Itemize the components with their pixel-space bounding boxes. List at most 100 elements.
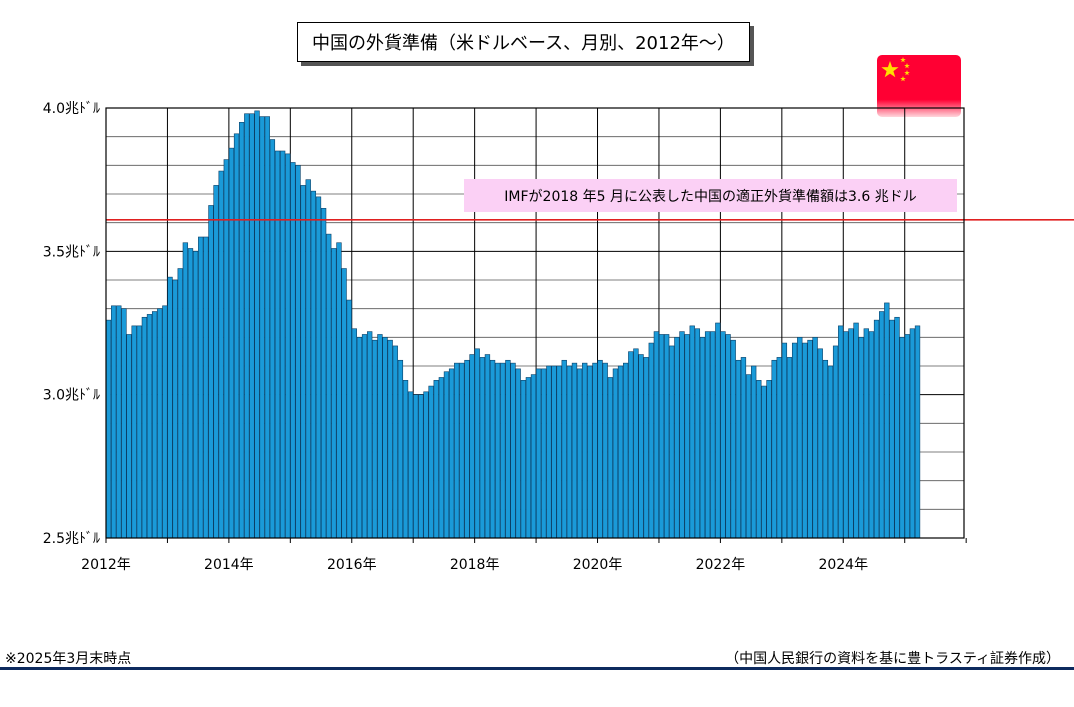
y-tick-label: 4.0兆ﾄﾞﾙ (43, 101, 100, 117)
bar (904, 334, 910, 539)
bar (126, 334, 132, 539)
bar (315, 196, 322, 539)
bar (566, 365, 573, 539)
bar (592, 362, 598, 539)
bar (438, 377, 445, 539)
bar (336, 242, 342, 539)
bar (285, 153, 291, 539)
bar (745, 374, 752, 539)
bar (520, 380, 526, 539)
footnote: ※2025年3月末時点 (5, 651, 132, 667)
bar (756, 380, 762, 539)
bar (111, 305, 117, 539)
bar (167, 276, 173, 539)
bar (254, 110, 260, 539)
bar (264, 116, 270, 539)
bar (151, 311, 158, 539)
bar (694, 328, 701, 539)
bar (146, 314, 153, 539)
bar (448, 368, 455, 539)
bar (776, 357, 782, 539)
bar (382, 337, 388, 539)
x-tick-label: 2014年 (204, 557, 254, 573)
bar (218, 170, 224, 539)
x-tick-label: 2016年 (327, 557, 377, 573)
bar (633, 348, 639, 539)
bar (402, 380, 409, 539)
bar (500, 362, 506, 539)
bar (607, 377, 613, 539)
bar (556, 365, 562, 539)
x-tick-label: 2022年 (696, 557, 746, 573)
bar (320, 208, 327, 539)
y-tick-label: 2.5兆ﾄﾞﾙ (43, 531, 100, 547)
bar (198, 236, 204, 539)
bar (484, 354, 491, 539)
bar (105, 319, 112, 539)
bar (392, 345, 398, 539)
bar (761, 385, 767, 539)
bar (367, 331, 373, 539)
bar (730, 339, 736, 539)
bar (361, 334, 368, 539)
bar (909, 328, 916, 539)
bar (377, 334, 383, 539)
bar (423, 391, 429, 539)
bar (597, 359, 603, 539)
bar (679, 331, 685, 539)
bar (515, 368, 521, 539)
bar (889, 319, 895, 539)
bar (812, 337, 818, 539)
bar (464, 359, 470, 539)
bar (740, 357, 747, 539)
bar (643, 357, 649, 539)
bar (203, 236, 209, 539)
bar (715, 322, 721, 539)
bar (326, 233, 332, 539)
bar (157, 308, 163, 539)
bar (279, 150, 286, 539)
bar (397, 359, 404, 539)
bar (791, 342, 798, 539)
bar (530, 374, 537, 539)
bar (623, 362, 629, 539)
bar (689, 325, 695, 539)
plot-border (105, 107, 965, 539)
bar (561, 359, 567, 539)
bar (116, 305, 122, 539)
bar (131, 325, 137, 539)
bar (259, 116, 265, 539)
bar (853, 322, 859, 539)
bar (674, 337, 680, 539)
y-axis-labels: 4.0兆ﾄﾞﾙ 3.5兆ﾄﾞﾙ 3.0兆ﾄﾞﾙ 2.5兆ﾄﾞﾙ (43, 101, 100, 547)
bar (459, 362, 465, 539)
bar (551, 365, 557, 539)
bar (684, 334, 690, 539)
bar (346, 299, 352, 539)
bar (182, 242, 189, 539)
bar (443, 371, 450, 539)
bar (208, 205, 214, 539)
bar (771, 359, 777, 539)
bar (582, 362, 588, 539)
bar (725, 334, 731, 539)
x-tick-label: 2020年 (573, 557, 623, 573)
bars (105, 110, 921, 539)
bar (863, 328, 869, 539)
bar (587, 365, 593, 539)
bar (612, 368, 619, 539)
x-tick-label: 2012年 (81, 557, 131, 573)
bar (136, 325, 142, 539)
bar (669, 345, 675, 539)
bar (899, 337, 905, 539)
bar (751, 365, 757, 539)
bar (781, 342, 788, 539)
bar (177, 268, 183, 539)
bar (454, 362, 460, 539)
bar (914, 325, 921, 539)
bar (510, 362, 516, 539)
bar (495, 362, 501, 539)
bar (249, 113, 255, 539)
bar (351, 328, 357, 539)
bar (269, 139, 276, 539)
